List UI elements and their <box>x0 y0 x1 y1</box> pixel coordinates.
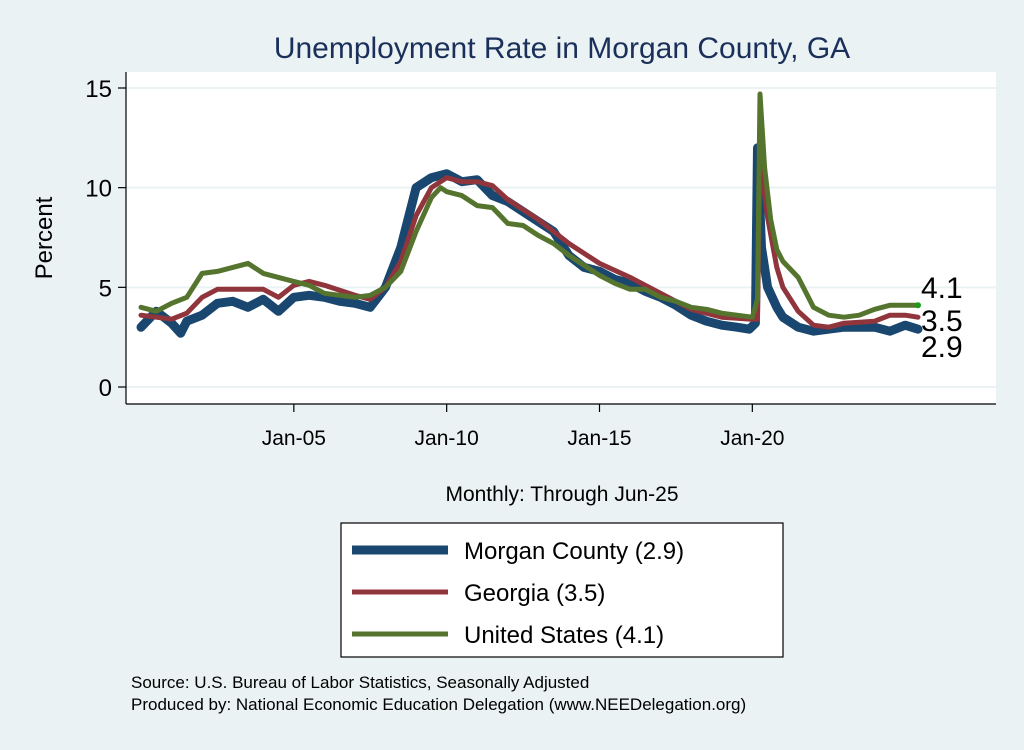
producer-note: Produced by: National Economic Education… <box>131 695 746 714</box>
legend-label: United States (4.1) <box>464 622 664 649</box>
x-tick-label: Jan-20 <box>720 427 784 450</box>
x-tick-label: Jan-10 <box>415 427 479 450</box>
series-lines <box>136 91 923 338</box>
series-line-georgia <box>138 155 921 330</box>
x-axis-label: Monthly: Through Jun-25 <box>445 483 678 506</box>
gridlines <box>126 87 996 388</box>
series-line-united-states <box>138 91 921 320</box>
y-tick-label: 10 <box>85 176 112 203</box>
x-tick-label: Jan-05 <box>262 427 326 450</box>
end-labels: 2.93.54.1 <box>921 272 963 364</box>
x-axis: Jan-05 Jan-10 Jan-15 Jan-20 <box>262 404 784 450</box>
y-tick-label: 0 <box>99 375 112 402</box>
y-axis-label: Percent <box>31 196 58 279</box>
legend-label: Morgan County (2.9) <box>464 538 684 565</box>
y-tick-label: 15 <box>85 76 112 103</box>
end-value-label: 2.9 <box>921 331 963 364</box>
end-value-label: 4.1 <box>921 272 963 305</box>
y-axis: 0 5 10 15 <box>85 76 126 402</box>
x-tick-label: Jan-15 <box>567 427 631 450</box>
y-tick-label: 5 <box>99 275 112 302</box>
end-value-label: 3.5 <box>921 305 963 338</box>
us-end-marker <box>915 302 921 309</box>
legend-label: Georgia (3.5) <box>464 580 605 607</box>
legend: Morgan County (2.9) Georgia (3.5) United S… <box>352 538 684 649</box>
chart-title: Unemployment Rate in Morgan County, GA <box>274 32 850 65</box>
source-note: Source: U.S. Bureau of Labor Statistics,… <box>131 673 589 692</box>
